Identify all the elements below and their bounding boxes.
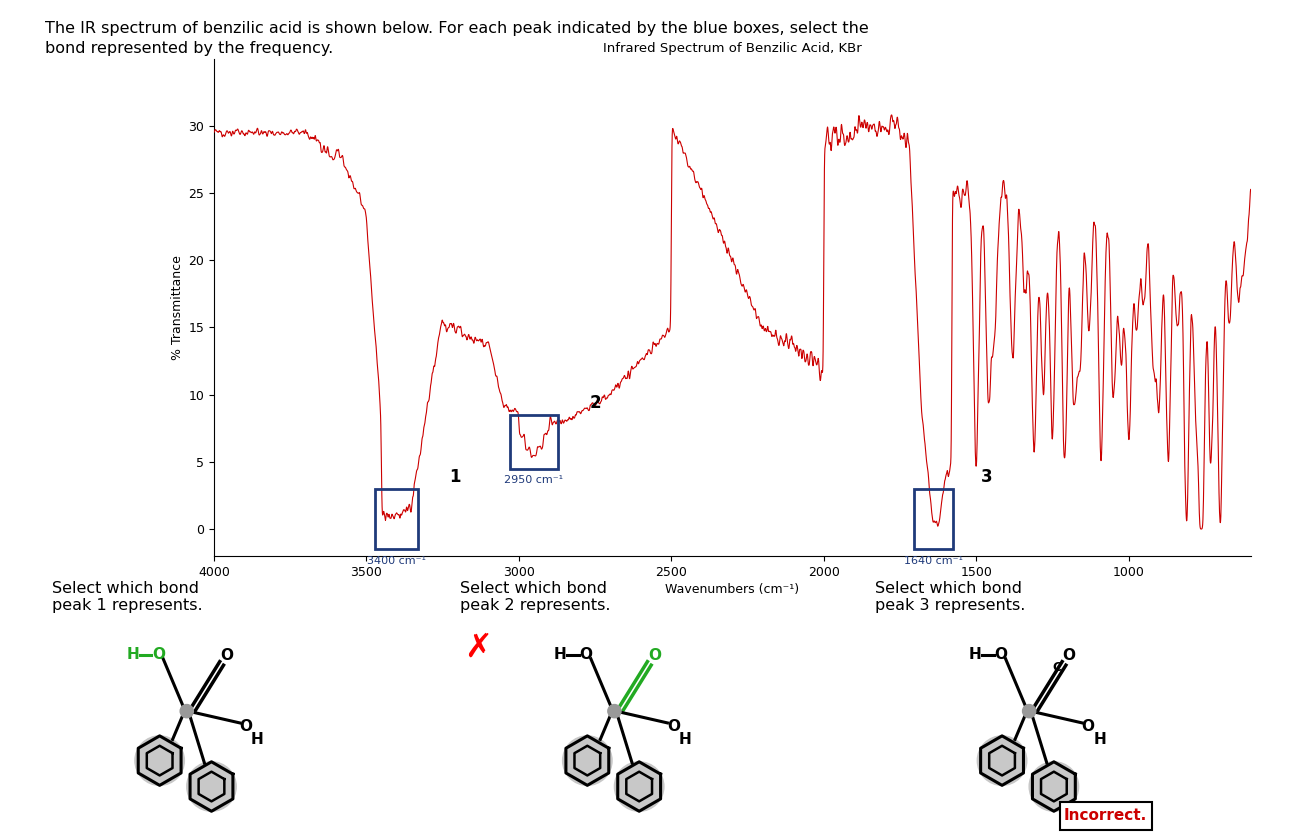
Text: O: O: [648, 648, 661, 663]
Text: 2950 cm⁻¹: 2950 cm⁻¹: [504, 476, 564, 485]
Circle shape: [608, 705, 621, 718]
Text: O: O: [152, 647, 165, 662]
Text: O: O: [1063, 648, 1076, 663]
Bar: [376, 489, 419, 549]
Text: 2: 2: [590, 394, 601, 412]
Bar: [914, 489, 954, 549]
Text: O: O: [667, 719, 680, 734]
Text: H: H: [1094, 732, 1107, 747]
Title: Infrared Spectrum of Benzilic Acid, KBr: Infrared Spectrum of Benzilic Acid, KBr: [603, 42, 862, 54]
FancyBboxPatch shape: [1060, 802, 1152, 830]
X-axis label: Wavenumbers (cm⁻¹): Wavenumbers (cm⁻¹): [665, 583, 800, 596]
Text: Select which bond
peak 3 represents.: Select which bond peak 3 represents.: [875, 581, 1025, 614]
Text: The IR spectrum of benzilic acid is shown below. For each peak indicated by the : The IR spectrum of benzilic acid is show…: [45, 21, 870, 56]
Circle shape: [1023, 705, 1036, 718]
Bar: [509, 415, 559, 468]
Text: 1640 cm⁻¹: 1640 cm⁻¹: [905, 556, 963, 566]
Text: Incorrect.: Incorrect.: [1064, 808, 1147, 823]
Text: O: O: [579, 647, 592, 662]
Circle shape: [562, 736, 612, 785]
Text: O: O: [240, 719, 253, 734]
Text: H: H: [553, 647, 566, 662]
Circle shape: [614, 762, 664, 811]
Text: O: O: [994, 647, 1007, 662]
Text: H: H: [126, 647, 139, 662]
Text: C: C: [1052, 661, 1061, 674]
Text: Select which bond
peak 1 represents.: Select which bond peak 1 represents.: [52, 581, 202, 614]
Text: 3: 3: [981, 468, 993, 486]
Circle shape: [1029, 762, 1078, 811]
Circle shape: [180, 705, 193, 718]
Text: O: O: [1082, 719, 1095, 734]
Text: 3400 cm⁻¹: 3400 cm⁻¹: [367, 556, 426, 566]
Text: H: H: [968, 647, 981, 662]
Text: H: H: [251, 732, 264, 747]
Circle shape: [135, 736, 184, 785]
Circle shape: [977, 736, 1026, 785]
Text: H: H: [679, 732, 692, 747]
Text: 1: 1: [448, 468, 460, 486]
Y-axis label: % Transmittance: % Transmittance: [171, 255, 184, 359]
Circle shape: [187, 762, 236, 811]
Text: ✗: ✗: [464, 631, 492, 664]
Text: O: O: [220, 648, 233, 663]
Text: Select which bond
peak 2 represents.: Select which bond peak 2 represents.: [460, 581, 610, 614]
